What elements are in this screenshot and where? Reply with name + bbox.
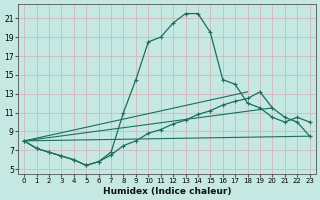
X-axis label: Humidex (Indice chaleur): Humidex (Indice chaleur) (103, 187, 231, 196)
